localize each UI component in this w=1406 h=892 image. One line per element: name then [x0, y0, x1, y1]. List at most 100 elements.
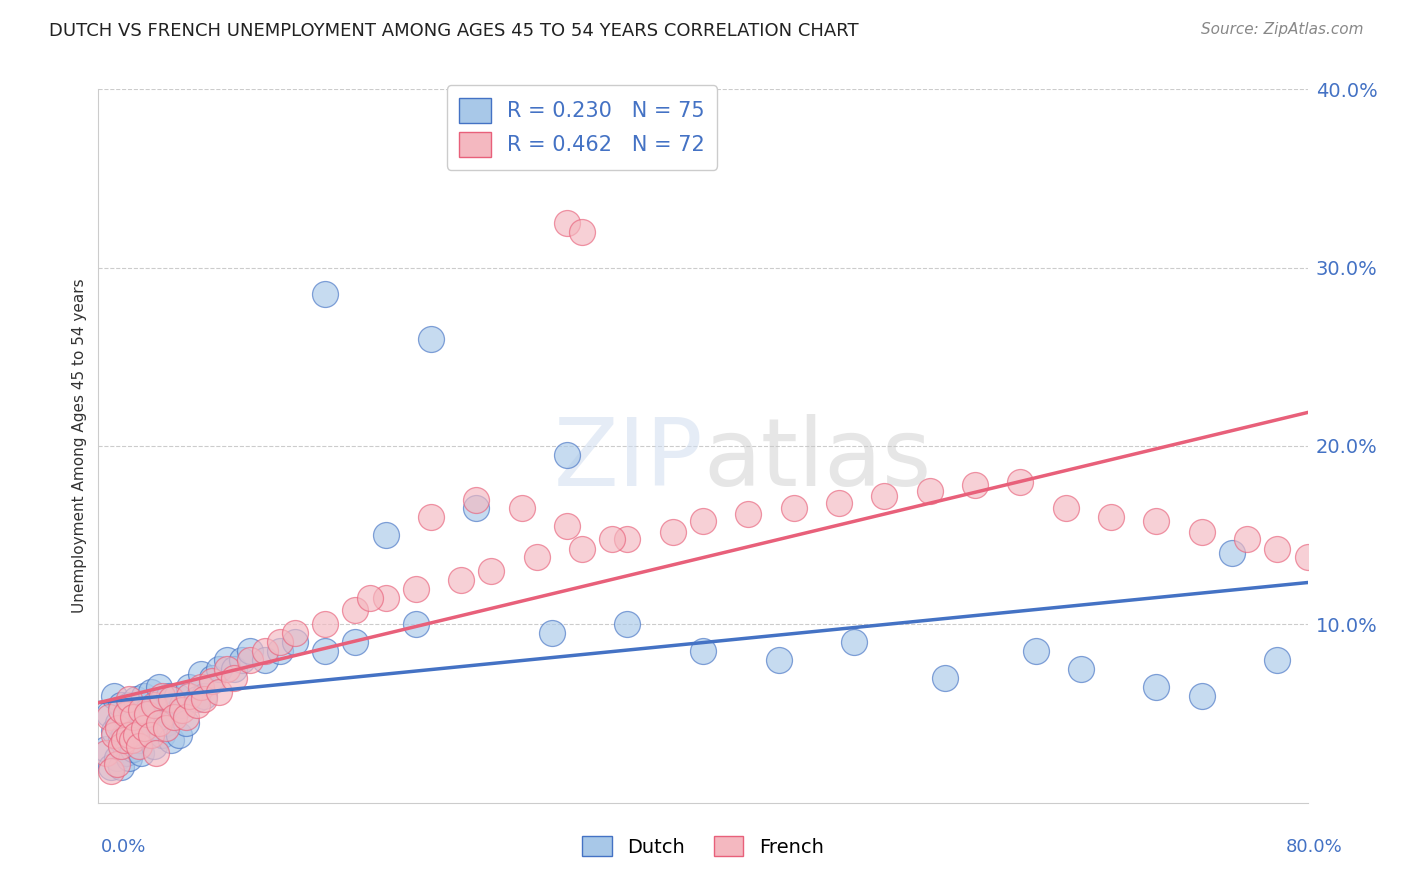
Point	[253, 653, 276, 667]
Point	[186, 692, 208, 706]
Point	[170, 703, 193, 717]
Point	[135, 728, 157, 742]
Text: 0.0%: 0.0%	[101, 838, 146, 855]
Point	[105, 751, 128, 765]
Point	[918, 483, 941, 498]
Point	[103, 689, 125, 703]
Point	[143, 739, 166, 753]
Point	[1144, 680, 1167, 694]
Point	[616, 617, 638, 632]
Point	[112, 733, 135, 747]
Point	[110, 760, 132, 774]
Point	[540, 626, 562, 640]
Point	[174, 715, 197, 730]
Point	[94, 746, 117, 760]
Point	[201, 671, 224, 685]
Point	[118, 728, 141, 742]
Point	[122, 710, 145, 724]
Point	[1236, 532, 1258, 546]
Point	[555, 448, 578, 462]
Point	[190, 680, 212, 694]
Point	[510, 501, 533, 516]
Point	[150, 728, 173, 742]
Point	[100, 764, 122, 778]
Point	[344, 635, 367, 649]
Point	[143, 698, 166, 712]
Point	[239, 644, 262, 658]
Point	[828, 496, 851, 510]
Text: ZIP: ZIP	[554, 414, 703, 507]
Point	[105, 756, 128, 771]
Point	[1024, 644, 1046, 658]
Point	[145, 698, 167, 712]
Point	[121, 703, 143, 717]
Point	[163, 710, 186, 724]
Point	[107, 721, 129, 735]
Point	[253, 644, 276, 658]
Point	[1267, 653, 1289, 667]
Point	[314, 617, 336, 632]
Point	[114, 710, 136, 724]
Point	[132, 689, 155, 703]
Point	[965, 478, 987, 492]
Point	[155, 715, 177, 730]
Point	[269, 635, 291, 649]
Point	[148, 721, 170, 735]
Point	[193, 692, 215, 706]
Point	[121, 728, 143, 742]
Point	[136, 703, 159, 717]
Point	[122, 742, 145, 756]
Point	[465, 501, 488, 516]
Point	[145, 746, 167, 760]
Point	[269, 644, 291, 658]
Point	[121, 733, 143, 747]
Text: Source: ZipAtlas.com: Source: ZipAtlas.com	[1201, 22, 1364, 37]
Point	[118, 698, 141, 712]
Point	[103, 728, 125, 742]
Point	[141, 724, 163, 739]
Point	[215, 653, 238, 667]
Point	[128, 739, 150, 753]
Point	[201, 674, 224, 689]
Point	[160, 692, 183, 706]
Point	[1191, 524, 1213, 539]
Point	[155, 721, 177, 735]
Point	[98, 706, 121, 721]
Point	[481, 564, 503, 578]
Point	[1296, 549, 1319, 564]
Point	[555, 216, 578, 230]
Point	[224, 662, 246, 676]
Point	[193, 689, 215, 703]
Point	[186, 698, 208, 712]
Point	[571, 225, 593, 239]
Point	[215, 662, 238, 676]
Point	[103, 724, 125, 739]
Point	[122, 715, 145, 730]
Point	[555, 519, 578, 533]
Y-axis label: Unemployment Among Ages 45 to 54 years: Unemployment Among Ages 45 to 54 years	[72, 278, 87, 614]
Point	[284, 626, 307, 640]
Point	[129, 746, 152, 760]
Point	[148, 680, 170, 694]
Text: DUTCH VS FRENCH UNEMPLOYMENT AMONG AGES 45 TO 54 YEARS CORRELATION CHART: DUTCH VS FRENCH UNEMPLOYMENT AMONG AGES …	[49, 22, 859, 40]
Point	[1144, 514, 1167, 528]
Point	[152, 692, 174, 706]
Point	[110, 703, 132, 717]
Point	[450, 573, 472, 587]
Point	[129, 703, 152, 717]
Point	[405, 582, 427, 596]
Point	[661, 524, 683, 539]
Point	[179, 689, 201, 703]
Point	[420, 332, 443, 346]
Point	[128, 733, 150, 747]
Point	[110, 733, 132, 747]
Point	[1191, 689, 1213, 703]
Point	[150, 689, 173, 703]
Point	[314, 287, 336, 301]
Point	[160, 733, 183, 747]
Point	[284, 635, 307, 649]
Point	[132, 715, 155, 730]
Point	[100, 760, 122, 774]
Point	[873, 489, 896, 503]
Point	[768, 653, 790, 667]
